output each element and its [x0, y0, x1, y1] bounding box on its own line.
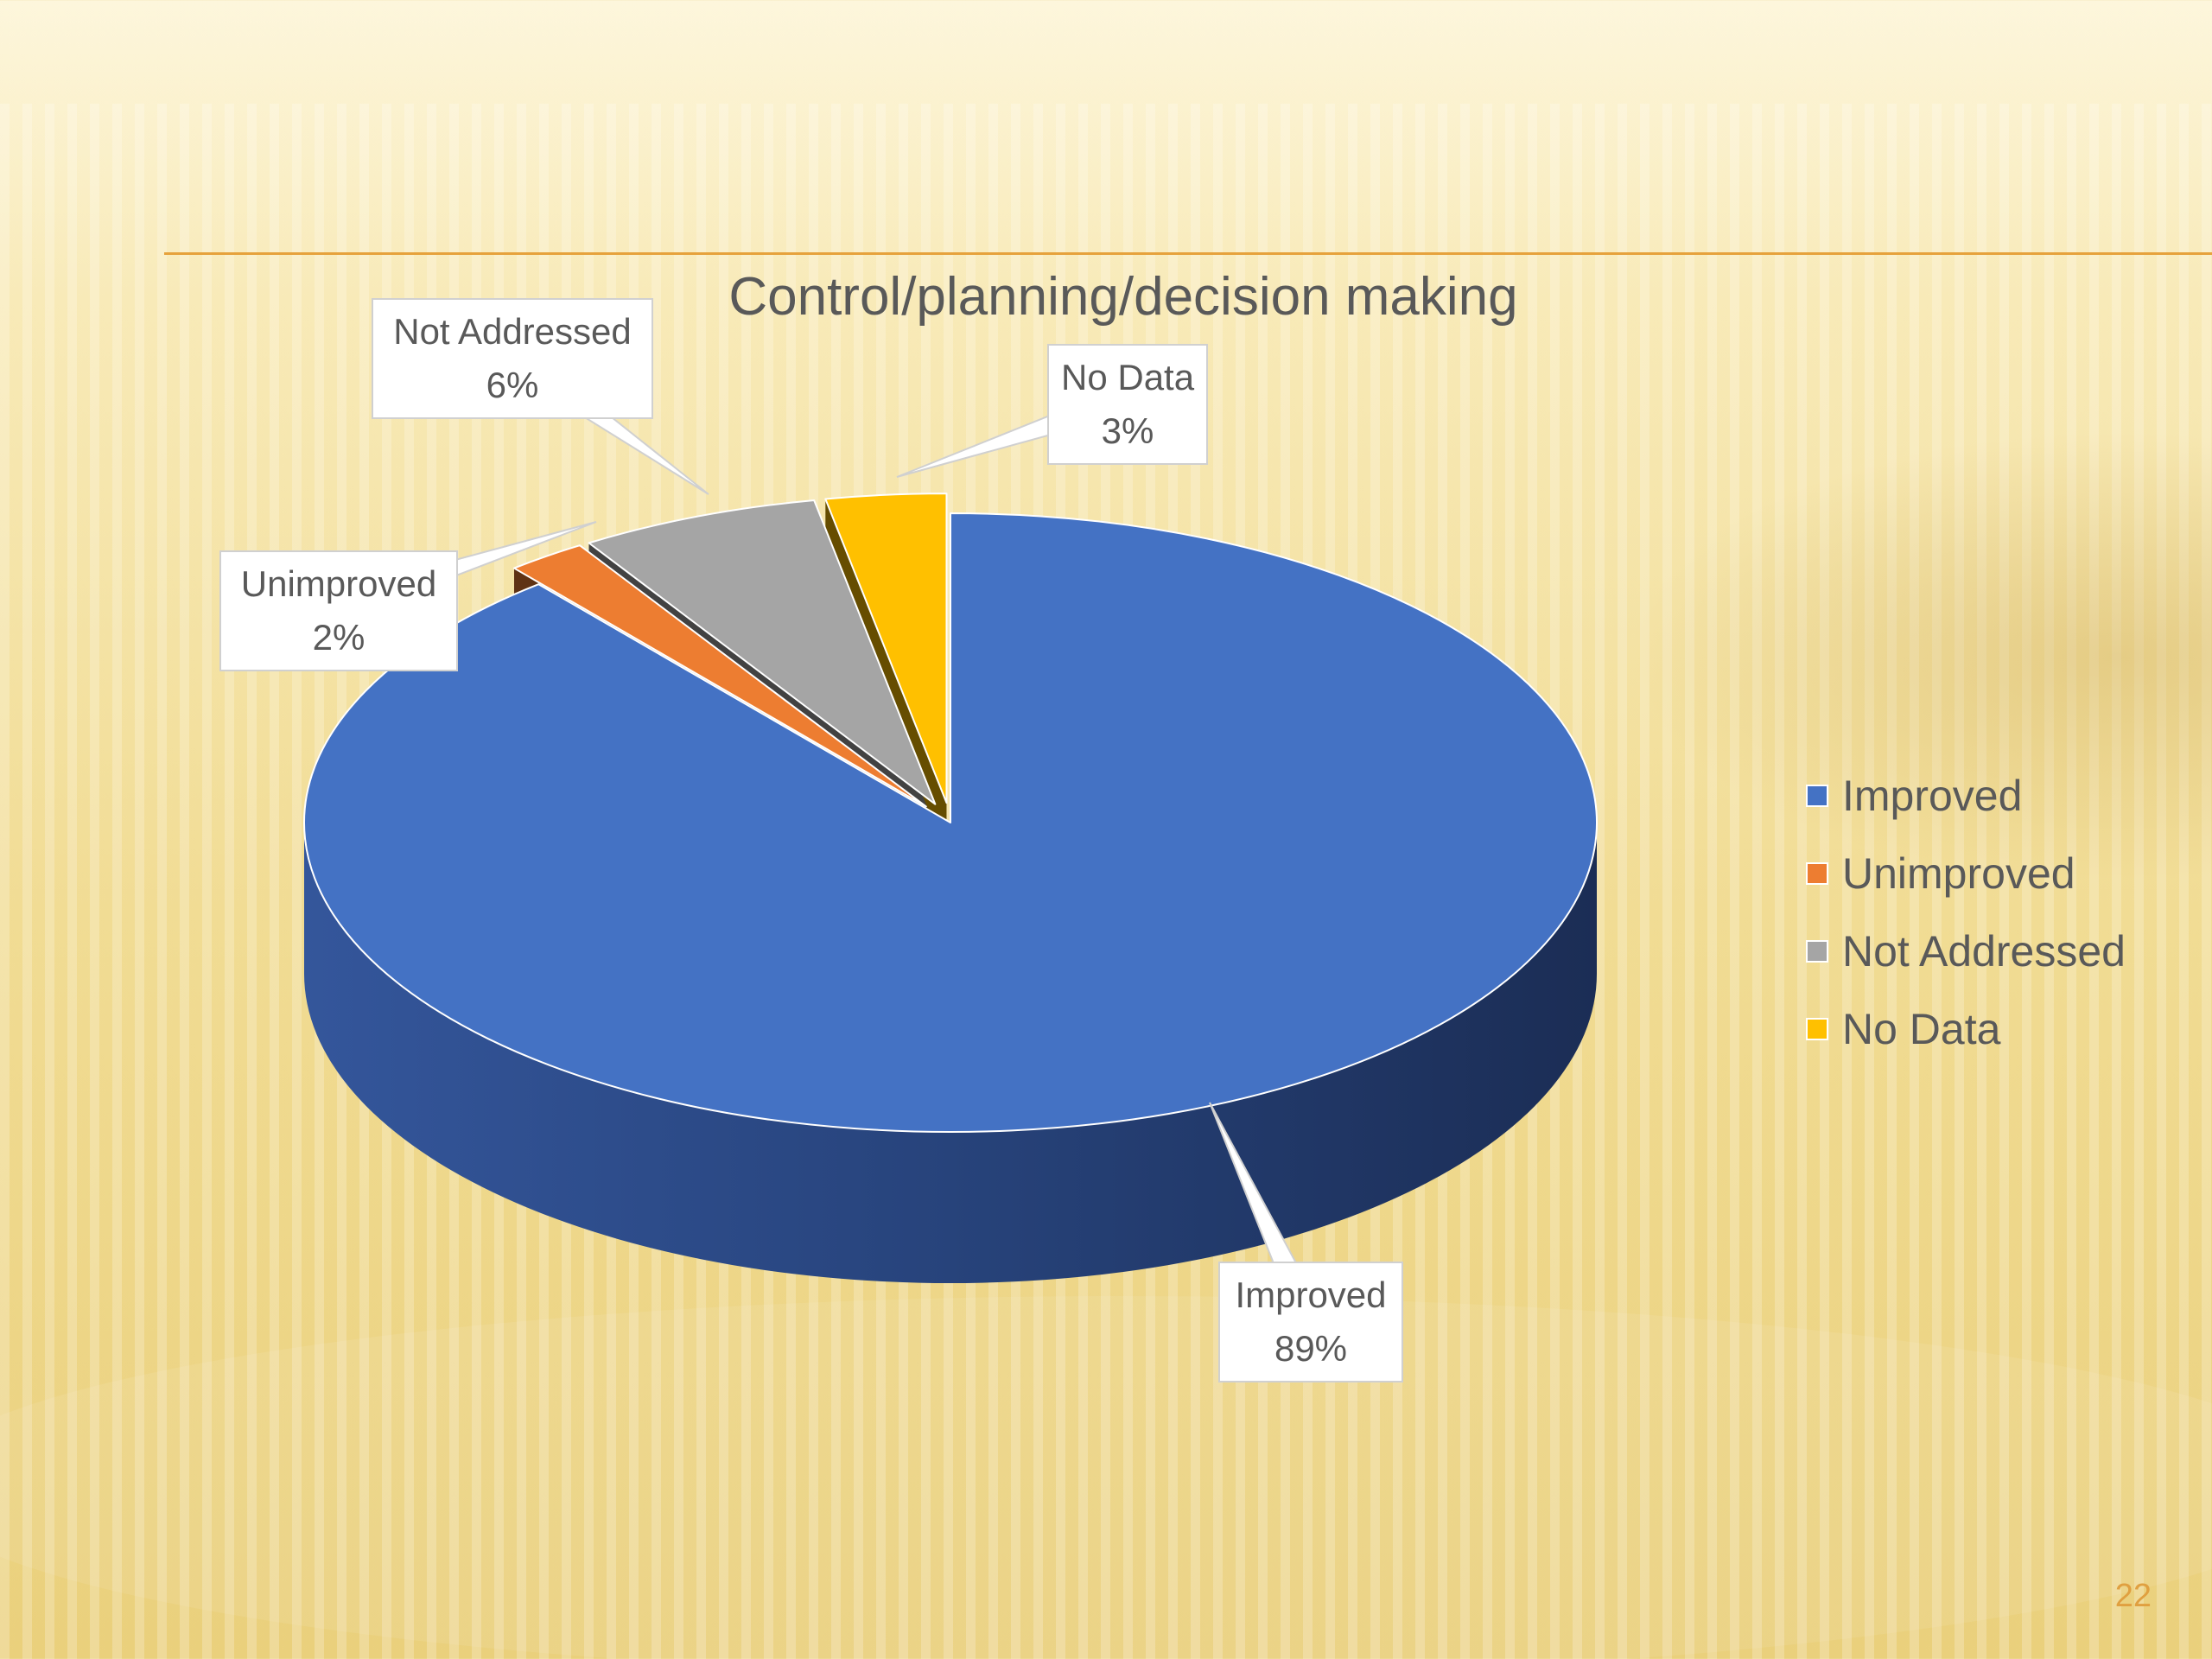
- legend-label-not-addressed: Not Addressed: [1842, 927, 2126, 976]
- pie-side-improved: [304, 823, 1597, 1283]
- legend-item-not-addressed: Not Addressed: [1806, 912, 2126, 990]
- data-label-no-data-category: No Data: [1061, 357, 1195, 397]
- page-number: 22: [2114, 1578, 2152, 1614]
- data-label-unimproved-category: Unimproved: [240, 563, 437, 604]
- data-label-not-addressed: Not Addressed 6%: [372, 298, 653, 419]
- legend-swatch-not-addressed: [1806, 940, 1828, 963]
- legend-swatch-unimproved: [1806, 862, 1828, 885]
- data-label-not-addressed-category: Not Addressed: [393, 311, 632, 352]
- data-label-improved-value: 89%: [1274, 1328, 1348, 1369]
- legend-swatch-no-data: [1806, 1018, 1828, 1040]
- legend-item-unimproved: Unimproved: [1806, 835, 2126, 912]
- pie-slice-not-addressed: [588, 499, 937, 805]
- data-label-no-data: No Data 3%: [1047, 344, 1208, 465]
- legend-item-improved: Improved: [1806, 757, 2126, 835]
- data-label-not-addressed-value: 6%: [486, 365, 539, 405]
- title-divider: [164, 252, 2212, 255]
- pie-slice-unimproved: [512, 544, 927, 808]
- legend-label-unimproved: Unimproved: [1842, 849, 2075, 898]
- pie-slice-no-data: [824, 493, 948, 804]
- data-label-no-data-value: 3%: [1101, 410, 1154, 451]
- data-label-improved-category: Improved: [1235, 1274, 1387, 1315]
- data-label-unimproved-value: 2%: [312, 617, 365, 658]
- chart-title: Control/planning/decision making: [728, 267, 1518, 327]
- data-label-unimproved: Unimproved 2%: [219, 550, 458, 671]
- legend-label-improved: Improved: [1842, 772, 2023, 820]
- legend-item-no-data: No Data: [1806, 990, 2126, 1068]
- legend-label-no-data: No Data: [1842, 1005, 2001, 1053]
- legend-swatch-improved: [1806, 785, 1828, 807]
- pie-slice-improved: [303, 512, 1598, 1133]
- chart-legend: Improved Unimproved Not Addressed No Dat…: [1806, 757, 2126, 1068]
- data-label-improved: Improved 89%: [1218, 1262, 1403, 1382]
